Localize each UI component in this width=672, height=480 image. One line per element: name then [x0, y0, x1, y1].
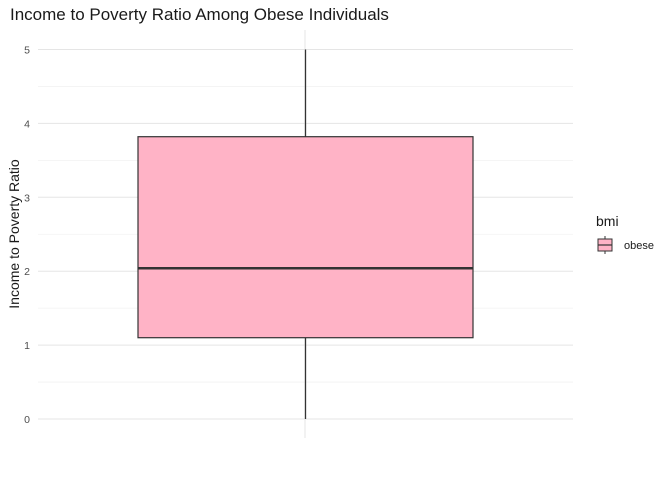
legend-item: obese: [597, 236, 654, 254]
box-iqr: [137, 136, 474, 339]
y-axis-title: Income to Poverty Ratio: [6, 159, 22, 309]
legend-label: obese: [624, 240, 654, 252]
y-axis-tick-labels: 0 1 2 3 4 5: [24, 45, 30, 427]
y-tick-label: 0: [24, 414, 30, 426]
y-tick-label: 1: [24, 340, 30, 352]
boxplot-layer: [137, 49, 474, 419]
legend-entries: obese: [597, 236, 654, 254]
legend: bmi obese: [596, 213, 654, 254]
legend-title: bmi: [596, 213, 619, 229]
chart-title: Income to Poverty Ratio Among Obese Indi…: [10, 5, 389, 24]
y-tick-label: 4: [24, 118, 30, 130]
y-tick-label: 5: [24, 45, 30, 57]
y-tick-label: 3: [24, 192, 30, 204]
y-tick-label: 2: [24, 266, 30, 278]
